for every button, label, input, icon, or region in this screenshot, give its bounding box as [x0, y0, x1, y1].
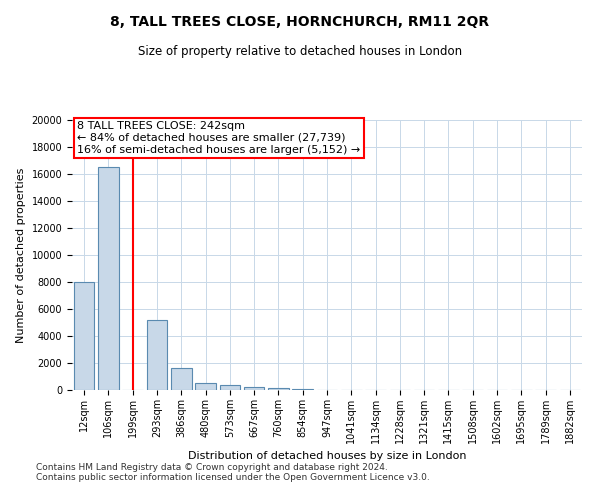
Bar [98, 167, 119, 390]
Text: Contains HM Land Registry data © Crown copyright and database right 2024.
Contai: Contains HM Land Registry data © Crown c… [36, 463, 430, 482]
Bar [171, 368, 191, 390]
Text: Size of property relative to detached houses in London: Size of property relative to detached ho… [138, 45, 462, 58]
Bar [292, 388, 313, 390]
Bar [146, 320, 167, 390]
Bar [244, 388, 265, 390]
X-axis label: Distribution of detached houses by size in London: Distribution of detached houses by size … [188, 452, 466, 462]
Bar [220, 386, 240, 390]
Y-axis label: Number of detached properties: Number of detached properties [16, 168, 26, 342]
Bar [268, 388, 289, 390]
Text: 8, TALL TREES CLOSE, HORNCHURCH, RM11 2QR: 8, TALL TREES CLOSE, HORNCHURCH, RM11 2Q… [110, 15, 490, 29]
Bar [74, 282, 94, 390]
Text: 8 TALL TREES CLOSE: 242sqm
← 84% of detached houses are smaller (27,739)
16% of : 8 TALL TREES CLOSE: 242sqm ← 84% of deta… [77, 122, 361, 154]
Bar [195, 383, 216, 390]
